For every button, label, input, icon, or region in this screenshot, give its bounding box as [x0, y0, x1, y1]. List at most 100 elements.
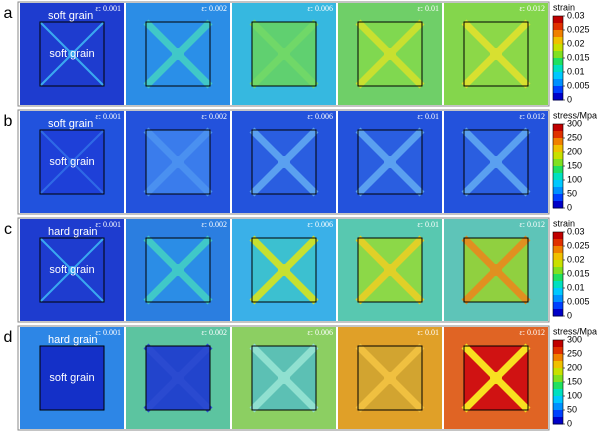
strain-label: ε: 0.01	[417, 328, 439, 337]
colorbar-tick-label: 0.015	[567, 52, 590, 62]
colorbar-band	[553, 86, 563, 94]
colorbar-band	[553, 173, 563, 181]
strain-label: ε: 0.001	[95, 328, 121, 337]
center-spot	[68, 50, 76, 58]
colorbar-title: stress/Mpa	[553, 326, 597, 336]
colorbar-title: strain	[553, 218, 575, 228]
strain-label: ε: 0.001	[95, 112, 121, 121]
center-spot	[278, 264, 290, 276]
colorbar-band	[553, 295, 563, 303]
center-spot	[490, 48, 502, 60]
colorbar-band	[553, 30, 563, 38]
center-spot	[490, 156, 502, 168]
colorbar-band	[553, 124, 563, 132]
colorbar-band	[553, 194, 563, 202]
panel-frame	[17, 325, 550, 431]
colorbar-tick-label: 0	[567, 202, 572, 212]
center-spot	[490, 372, 502, 384]
grain-boundary	[145, 129, 211, 195]
colorbar-tick-label: 0.03	[567, 226, 585, 236]
inner-grain-label: soft grain	[49, 156, 94, 168]
colorbar-band	[553, 382, 563, 390]
colorbar-band	[553, 65, 563, 73]
center-spot	[172, 264, 184, 276]
center-spot	[490, 264, 502, 276]
strain-label: ε: 0.001	[95, 220, 121, 229]
colorbar-tick-label: 300	[567, 118, 582, 128]
center-spot	[384, 156, 396, 168]
outer-grain-label: hard grain	[48, 334, 98, 346]
strain-label: ε: 0.006	[307, 220, 333, 229]
grain-boundary	[251, 21, 317, 87]
grain-boundary	[39, 129, 105, 195]
colorbar-tick-label: 0.01	[567, 282, 585, 292]
colorbar-band	[553, 166, 563, 174]
colorbar-band	[553, 396, 563, 404]
colorbar-band	[553, 417, 563, 425]
colorbar-band	[553, 93, 563, 101]
colorbar-band	[553, 302, 563, 310]
colorbar-tick-label: 0	[567, 418, 572, 428]
colorbar-tick-label: 0.005	[567, 296, 590, 306]
grain-boundary	[39, 21, 105, 87]
panel-frame	[17, 217, 550, 323]
colorbar-band	[553, 145, 563, 153]
grain-boundary	[357, 237, 423, 303]
colorbar-title: stress/Mpa	[553, 110, 597, 120]
colorbar-band	[553, 79, 563, 87]
colorbar-tick-label: 50	[567, 404, 577, 414]
grain-boundary	[357, 21, 423, 87]
grain-boundary	[39, 345, 105, 411]
colorbar-band	[553, 354, 563, 362]
colorbar-band	[553, 274, 563, 282]
outer-grain-label: soft grain	[48, 10, 93, 22]
grain-boundary	[463, 129, 529, 195]
strain-label: ε: 0.012	[519, 4, 545, 13]
center-spot	[172, 48, 184, 60]
strain-label: ε: 0.002	[201, 4, 227, 13]
colorbar-band	[553, 239, 563, 247]
grain-boundary	[463, 345, 529, 411]
panel-label: d	[4, 329, 13, 346]
colorbar-tick-label: 300	[567, 334, 582, 344]
colorbar-band	[553, 260, 563, 268]
colorbar-tick-label: 0.015	[567, 268, 590, 278]
colorbar-band	[553, 44, 563, 52]
strain-label: ε: 0.002	[201, 220, 227, 229]
colorbar-band	[553, 403, 563, 411]
colorbar-band	[553, 232, 563, 240]
colorbar-band	[553, 159, 563, 167]
center-spot	[68, 266, 76, 274]
center-spot	[68, 374, 76, 382]
colorbar-tick-label: 250	[567, 348, 582, 358]
strain-label: ε: 0.012	[519, 328, 545, 337]
outer-grain-label: hard grain	[48, 226, 98, 238]
colorbar-tick-label: 150	[567, 160, 582, 170]
strain-label: ε: 0.002	[201, 112, 227, 121]
colorbar-band	[553, 267, 563, 275]
grain-boundary	[463, 21, 529, 87]
colorbar-tick-label: 200	[567, 146, 582, 156]
grain-boundary	[357, 345, 423, 411]
strain-label: ε: 0.001	[95, 4, 121, 13]
colorbar-tick-label: 0	[567, 94, 572, 104]
colorbar-band	[553, 201, 563, 209]
center-spot	[172, 156, 184, 168]
panel-label: a	[4, 5, 13, 22]
inner-grain-label: soft grain	[49, 48, 94, 60]
strain-label: ε: 0.01	[417, 112, 439, 121]
grain-boundary	[251, 345, 317, 411]
inner-grain-label: soft grain	[49, 264, 94, 276]
grain-boundary	[145, 237, 211, 303]
grain-boundary	[145, 21, 211, 87]
colorbar-band	[553, 51, 563, 59]
colorbar-tick-label: 0.01	[567, 66, 585, 76]
colorbar-band	[553, 152, 563, 160]
center-spot	[278, 48, 290, 60]
colorbar-title: strain	[553, 2, 575, 12]
grain-boundary	[463, 237, 529, 303]
colorbar-band	[553, 340, 563, 348]
grain-boundary	[145, 345, 211, 411]
colorbar-band	[553, 347, 563, 355]
center-spot	[384, 264, 396, 276]
